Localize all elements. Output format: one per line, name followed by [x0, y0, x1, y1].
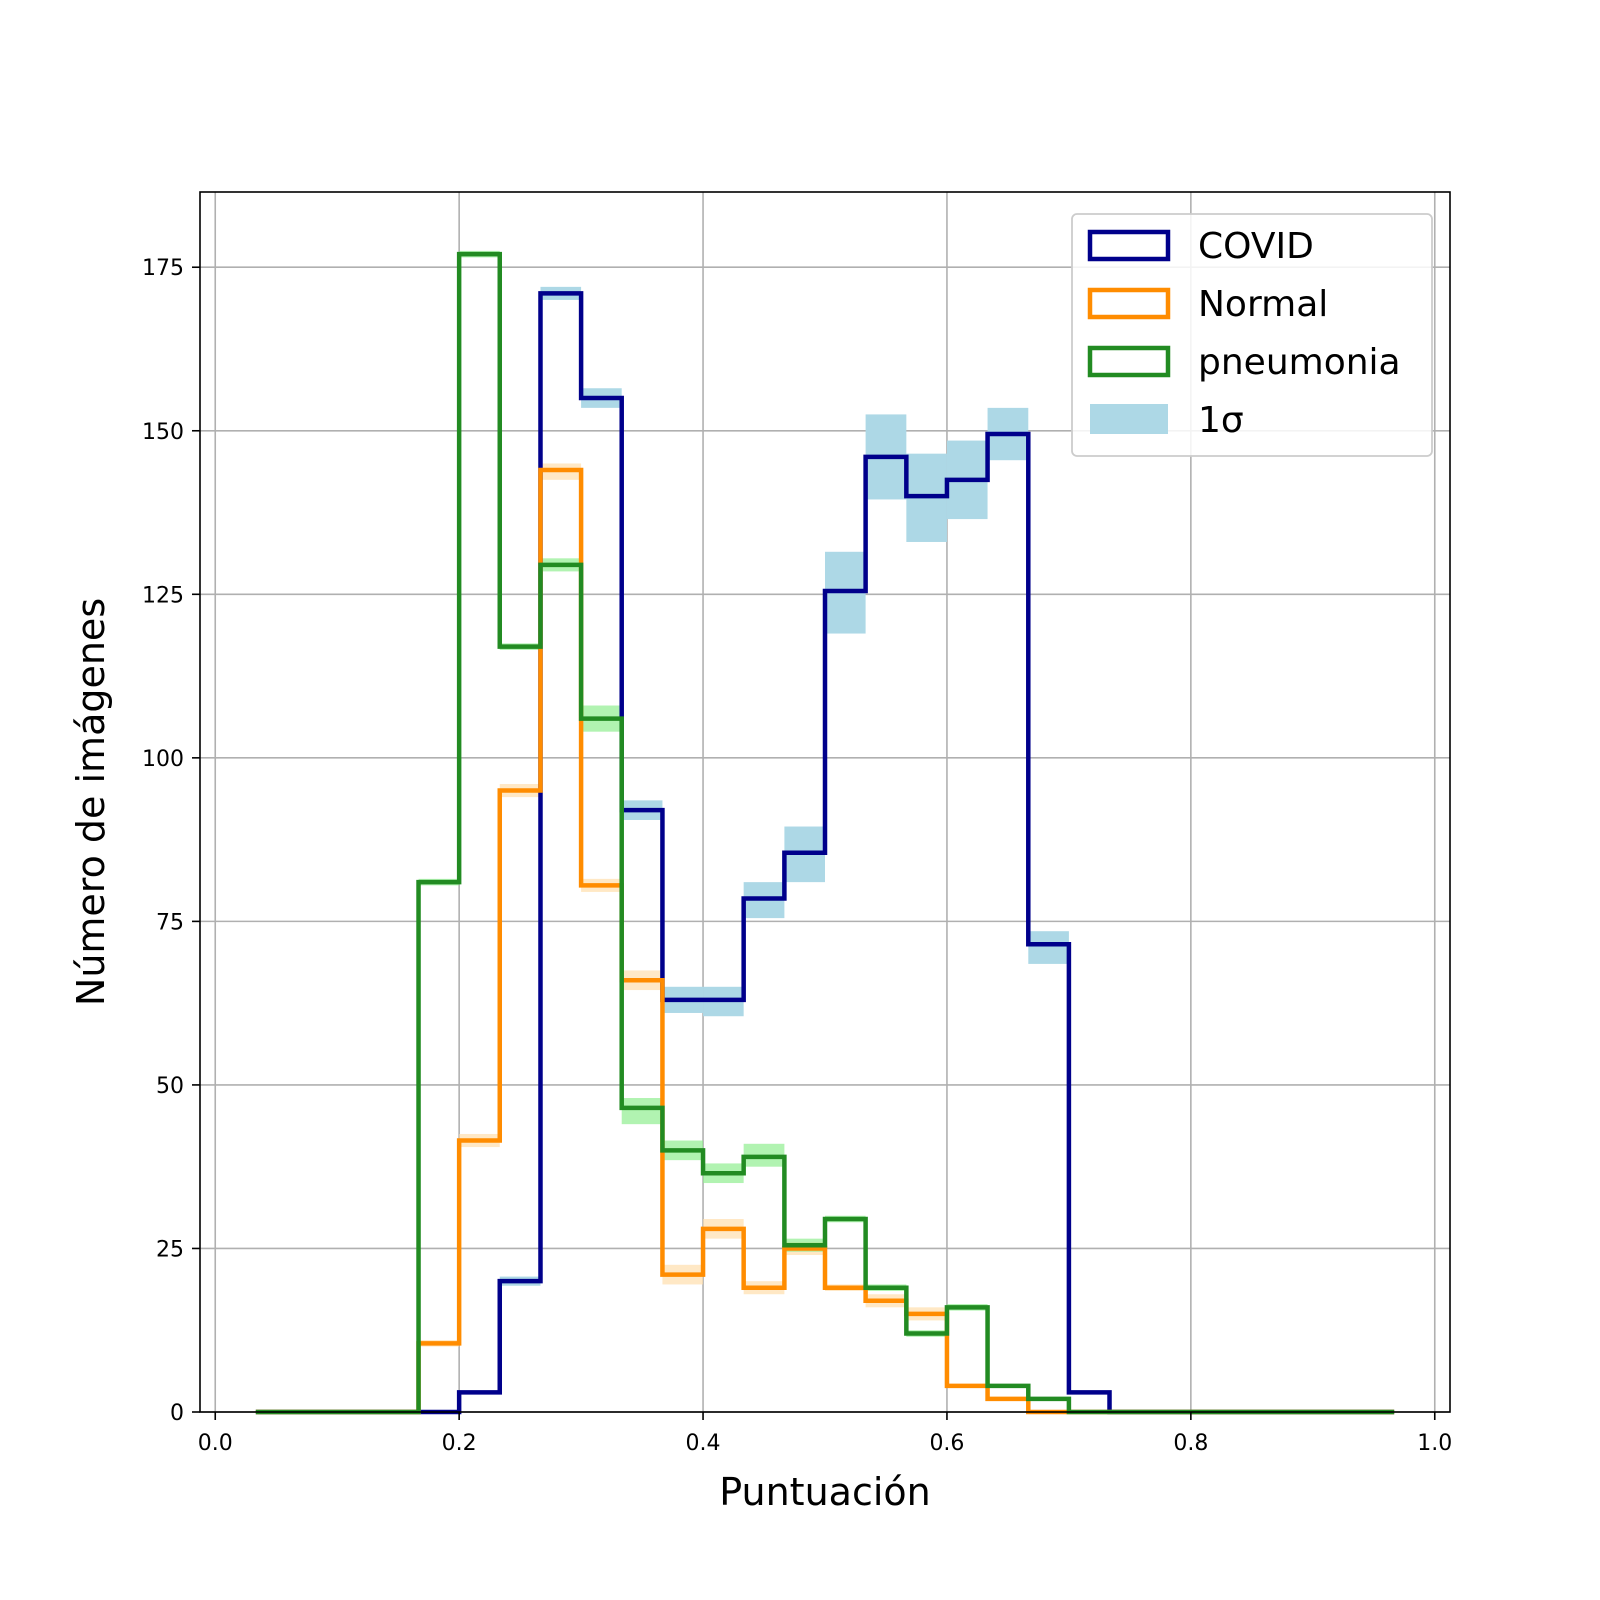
- legend-swatch-pneumonia: [1087, 345, 1171, 378]
- legend-swatch-covid: [1087, 229, 1171, 262]
- legend: COVID Normal pneumonia 1σ: [1071, 213, 1433, 457]
- legend-label-sigma: 1σ: [1198, 400, 1244, 441]
- x-tick-label: 0.0: [198, 1431, 233, 1456]
- legend-label-normal: Normal: [1198, 284, 1328, 325]
- y-tick-label: 150: [142, 420, 184, 445]
- plot-frame: [199, 191, 1451, 1413]
- legend-frame: [1071, 213, 1433, 457]
- y-tick-label: 25: [156, 1237, 184, 1262]
- sigma-band-covid: [1028, 931, 1069, 964]
- legend-swatch-sigma: [1090, 404, 1168, 434]
- y-tick-label: 0: [170, 1401, 184, 1426]
- x-tick-label: 1.0: [1417, 1431, 1452, 1456]
- legend-swatch-normal: [1087, 287, 1171, 320]
- y-tick-label: 100: [142, 747, 184, 772]
- x-tick-label: 0.6: [929, 1431, 964, 1456]
- x-tick-label: 0.2: [442, 1431, 477, 1456]
- y-tick-label: 75: [156, 910, 184, 935]
- axis-ticks: 0.0 0.2 0.4 0.6 0.8 1.0 0 25 50 75 100 125 150 175: [142, 256, 1452, 1456]
- x-tick-label: 0.4: [686, 1431, 721, 1456]
- legend-label-covid: COVID: [1198, 226, 1314, 267]
- legend-label-pneumonia: pneumonia: [1198, 342, 1401, 383]
- y-tick-label: 50: [156, 1074, 184, 1099]
- y-axis-label: Número de imágenes: [69, 598, 113, 1006]
- y-tick-label: 125: [142, 583, 184, 608]
- sigma-band-pneumonia: [621, 1098, 663, 1125]
- x-axis-label: Puntuación: [719, 1470, 930, 1514]
- sigma-bands: [418, 250, 1110, 1401]
- y-tick-label: 175: [142, 256, 184, 281]
- series-step-covid: [255, 291, 1395, 1415]
- x-tick-label: 0.8: [1173, 1431, 1208, 1456]
